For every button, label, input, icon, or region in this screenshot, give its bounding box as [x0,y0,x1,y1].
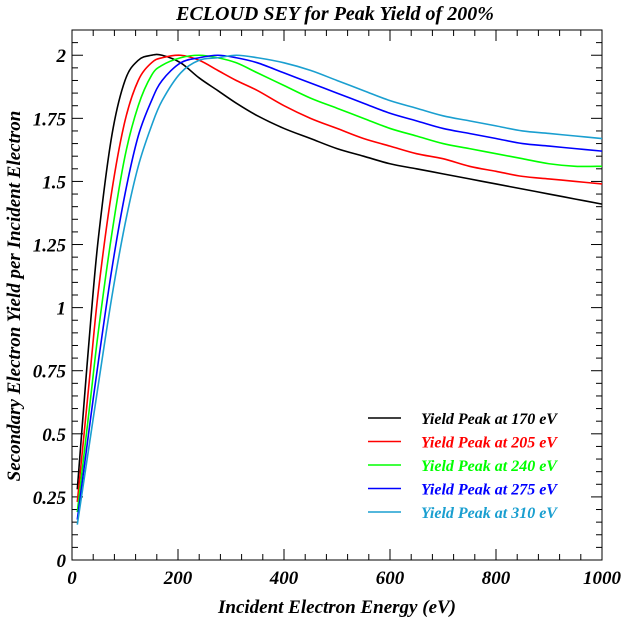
y-tick-label: 2 [56,46,67,67]
series-line-5 [76,54,603,525]
x-tick-label: 600 [376,568,405,589]
series-lines [76,53,603,525]
series-line-4 [76,54,603,520]
x-tick-label: 400 [269,568,299,589]
legend-label: Yield Peak at 170 eV [421,411,558,428]
y-tick-label: 0.25 [33,488,67,509]
x-tick-label: 800 [482,568,511,589]
x-axis-label: Incident Electron Energy (eV) [217,597,456,618]
x-tick-label: 0 [67,568,77,589]
legend-label: Yield Peak at 275 eV [421,482,558,499]
y-tick-label: 1.75 [33,109,67,130]
legend-label: Yield Peak at 240 eV [421,458,558,475]
y-axis-label: Secondary Electron Yield per Incident El… [4,111,25,482]
y-tick-label: 0 [57,551,67,572]
legend-label: Yield Peak at 310 eV [421,505,558,522]
x-tick-label: 200 [163,568,193,589]
y-tick-label: 0.5 [42,425,66,446]
y-tick-label: 0.75 [33,362,67,383]
series-line-2 [76,54,603,503]
x-tick-label: 1000 [583,568,622,589]
chart-title: ECLOUD SEY for Peak Yield of 200% [175,3,494,25]
legend: Yield Peak at 170 eV Yield Peak at 205 eV… [368,411,558,522]
y-tick-label: 1.25 [33,236,67,257]
plot-frame [71,29,603,561]
series-line-1 [76,53,603,490]
y-tick-label: 1.5 [42,172,66,193]
y-tick-labels: 0 0.25 0.5 0.75 1 1.25 1.5 1.75 2 [33,46,67,572]
y-tick-label: 1 [57,299,67,320]
axis-ticks [71,29,603,561]
legend-label: Yield Peak at 205 eV [421,435,558,452]
series-line-3 [76,54,603,513]
x-tick-labels: 0 200 400 600 800 1000 [67,568,621,589]
